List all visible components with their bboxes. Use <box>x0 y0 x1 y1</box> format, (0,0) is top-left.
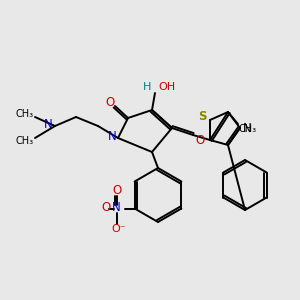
Text: O: O <box>105 95 115 109</box>
Text: O: O <box>101 201 110 214</box>
Text: H: H <box>143 82 151 92</box>
Text: CH₃: CH₃ <box>16 109 34 119</box>
Text: OH: OH <box>158 82 175 92</box>
Text: N: N <box>243 122 251 134</box>
Text: N: N <box>44 118 52 131</box>
Text: O: O <box>112 184 121 197</box>
Text: CH₃: CH₃ <box>239 124 257 134</box>
Text: N: N <box>108 130 116 143</box>
Text: CH₃: CH₃ <box>16 136 34 146</box>
Text: S: S <box>198 110 206 122</box>
Text: O⁻: O⁻ <box>111 224 126 235</box>
Text: N: N <box>112 201 121 214</box>
Text: O: O <box>195 134 205 146</box>
